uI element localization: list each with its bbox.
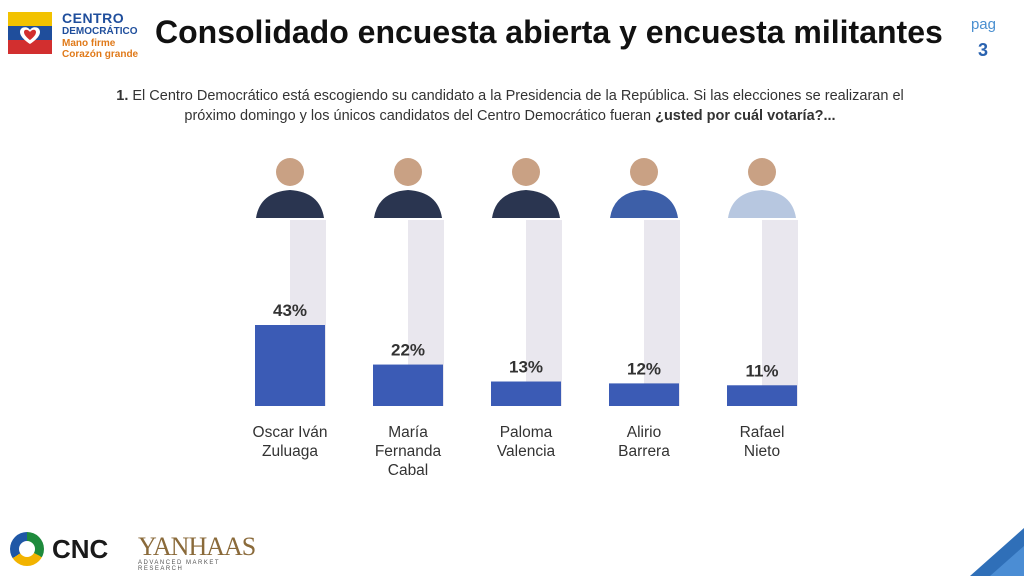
yanhaas-logo-text: YANHAAS — [138, 532, 256, 561]
category-label: Rafael Nieto — [740, 424, 785, 460]
data-label: 43% — [273, 301, 307, 320]
question-body: El Centro Democrático está escogiendo su… — [128, 88, 904, 124]
page-label: pag — [970, 16, 996, 33]
question-number: 1. — [116, 88, 129, 104]
question-text: 1. El Centro Democrático está escogiendo… — [110, 86, 910, 126]
candidate-photo — [256, 158, 324, 218]
page-title: Consolidado encuesta abierta y encuesta … — [155, 14, 943, 50]
data-label: 22% — [391, 341, 425, 360]
data-label: 11% — [745, 361, 778, 380]
bar — [609, 383, 679, 406]
cnc-logo-text: CNC — [52, 534, 109, 564]
bar — [255, 325, 325, 406]
centro-democratico-logo: CENTRO DEMOCRÁTICO Mano firme Corazón gr… — [6, 8, 146, 62]
logo-slogan-1: Mano firme — [62, 38, 116, 49]
category-label: María Fernanda Cabal — [375, 424, 442, 479]
candidate-photo — [374, 158, 442, 218]
candidate-photo — [610, 158, 678, 218]
question-emphasis: ¿usted por cuál votaría?... — [655, 108, 836, 124]
bar-track — [644, 220, 680, 406]
category-label: Paloma Valencia — [497, 424, 556, 460]
corner-decoration — [970, 528, 1024, 576]
logo-name-2: DEMOCRÁTICO — [62, 26, 138, 37]
flag-heart-icon — [8, 12, 52, 54]
logo-slogan-2: Corazón grande — [62, 49, 139, 60]
cnc-logo: CNC — [10, 532, 130, 568]
page-number: 3 — [977, 40, 988, 60]
logo-name: CENTRO — [62, 10, 125, 26]
yanhaas-subtitle: ADVANCED MARKET RESEARCH — [138, 560, 220, 572]
bar-track — [762, 220, 798, 406]
bar — [727, 385, 797, 406]
bar — [373, 364, 443, 406]
yanhaas-logo: YANHAAS ADVANCED MARKET RESEARCH — [138, 532, 268, 572]
category-label: Oscar Iván Zuluaga — [253, 424, 328, 460]
category-label: Alirio Barrera — [618, 424, 670, 460]
candidate-photo — [728, 158, 796, 218]
data-label: 13% — [509, 358, 543, 377]
bar — [491, 381, 561, 406]
data-label: 12% — [627, 359, 661, 378]
bar-track — [526, 220, 562, 406]
cnc-circle-icon — [10, 532, 44, 566]
candidate-photo — [492, 158, 560, 218]
